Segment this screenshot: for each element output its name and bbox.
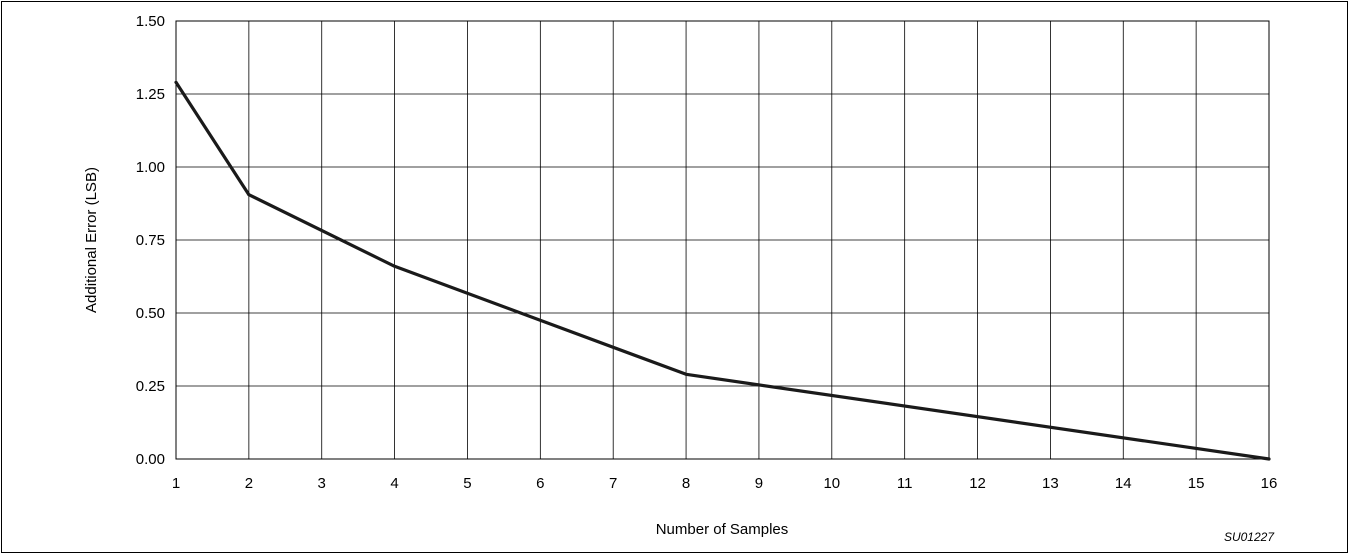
x-axis-title: Number of Samples [656,521,789,538]
x-tick-label: 15 [1188,475,1205,492]
x-tick-labels: 1 2 3 4 5 6 7 8 9 10 11 12 13 14 15 16 [172,475,1278,492]
y-tick-label: 0.50 [136,305,165,322]
x-tick-label: 1 [172,475,180,492]
y-tick-label: 1.50 [136,13,165,30]
y-tick-label: 1.25 [136,86,165,103]
x-tick-label: 4 [390,475,398,492]
y-tick-label: 1.00 [136,159,165,176]
x-tick-label: 2 [245,475,253,492]
series-group [174,80,1271,461]
x-tick-label: 3 [318,475,326,492]
x-tick-label: 8 [682,475,690,492]
y-tick-label: 0.00 [136,451,165,468]
data-point [174,80,178,84]
x-tick-label: 12 [969,475,986,492]
x-tick-label: 6 [536,475,544,492]
x-tick-label: 7 [609,475,617,492]
plot-area-border [175,20,1270,460]
x-tick-label: 13 [1042,475,1059,492]
data-point [247,193,251,197]
data-point [684,372,688,376]
figure-id-label: SU01227 [1224,530,1275,544]
x-tick-label: 14 [1115,475,1132,492]
x-tick-label: 10 [823,475,840,492]
data-point [393,264,396,268]
y-tick-label: 0.25 [136,378,165,395]
data-point [1267,457,1271,461]
y-axis-title: Additional Error (LSB) [83,167,100,313]
x-tick-label: 5 [463,475,471,492]
x-tick-label: 9 [755,475,763,492]
x-tick-label: 16 [1261,475,1278,492]
y-tick-label: 0.75 [136,232,165,249]
series-line-0 [174,80,1271,461]
y-tick-labels: 0.00 0.25 0.50 0.75 1.00 1.25 1.50 [136,13,165,468]
x-tick-label: 11 [897,475,913,492]
